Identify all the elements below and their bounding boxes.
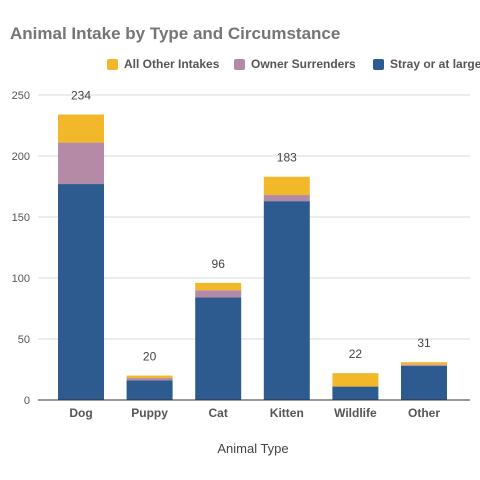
total-label-other: 31 [417, 336, 431, 350]
bar-cat-all-other-intakes [195, 282, 242, 291]
bar-kitten-owner-surrenders [263, 195, 310, 202]
legend-swatch-owner-surrenders [234, 58, 245, 70]
legend-label-owner-surrenders: Owner Surrenders [251, 57, 356, 71]
legend-item-all-other-intakes[interactable]: All Other Intakes [107, 57, 219, 71]
y-tick-label-250: 250 [12, 90, 30, 102]
legend-item-owner-surrenders[interactable]: Owner Surrenders [234, 57, 356, 71]
bar-cat-owner-surrenders [195, 290, 242, 298]
chart-title: Animal Intake by Type and Circumstance [10, 24, 341, 43]
total-label-kitten: 183 [277, 151, 297, 165]
x-tick-label-cat: Cat [209, 406, 228, 420]
bar-kitten-all-other-intakes [263, 176, 310, 196]
bar-dog-all-other-intakes [58, 114, 104, 143]
x-tick-label-kitten: Kitten [270, 406, 304, 420]
bar-puppy-stray-or-at-large [126, 380, 173, 400]
x-tick-label-other: Other [408, 406, 440, 420]
total-label-puppy: 20 [143, 350, 157, 364]
total-label-wildlife: 22 [349, 347, 363, 361]
y-tick-label-200: 200 [12, 151, 30, 163]
legend-label-stray-or-at-large: Stray or at large [390, 57, 480, 71]
bar-cat-stray-or-at-large [195, 297, 242, 400]
bar-other-stray-or-at-large [401, 365, 447, 400]
total-label-dog: 234 [71, 89, 91, 103]
x-tick-label-puppy: Puppy [131, 406, 168, 420]
bar-puppy-all-other-intakes [126, 375, 173, 379]
x-axis-title: Animal Type [217, 441, 288, 456]
bar-dog-stray-or-at-large [58, 184, 104, 400]
total-label-cat: 96 [212, 257, 226, 271]
y-tick-label-150: 150 [12, 212, 30, 224]
legend-item-stray-or-at-large[interactable]: Stray or at large [373, 57, 480, 71]
y-tick-label-100: 100 [12, 273, 30, 285]
y-tick-label-50: 50 [18, 334, 30, 346]
bar-kitten-stray-or-at-large [263, 201, 310, 400]
x-tick-label-dog: Dog [69, 406, 92, 420]
bar-wildlife-stray-or-at-large [332, 386, 379, 400]
bar-other-owner-surrenders [401, 364, 447, 366]
legend-swatch-stray-or-at-large [373, 58, 384, 70]
bar-wildlife-all-other-intakes [332, 373, 379, 387]
legend-label-all-other-intakes: All Other Intakes [124, 57, 220, 71]
y-tick-label-0: 0 [24, 395, 30, 407]
legend-swatch-all-other-intakes [107, 58, 118, 70]
bar-puppy-owner-surrenders [126, 378, 173, 381]
bar-other-all-other-intakes [401, 362, 447, 365]
bar-dog-owner-surrenders [58, 142, 104, 185]
x-tick-label-wildlife: Wildlife [334, 406, 377, 420]
